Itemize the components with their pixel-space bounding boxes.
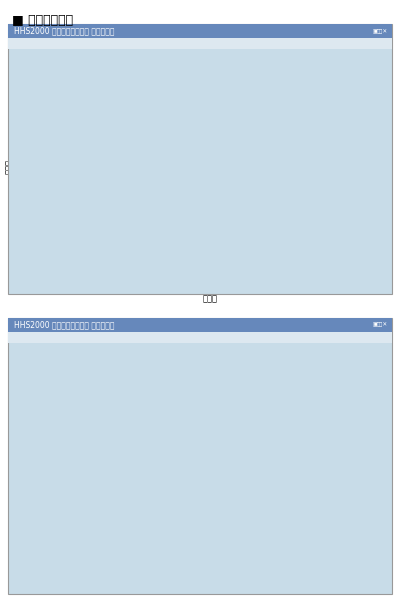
Text: ▣◫✕: ▣◫✕ xyxy=(373,29,388,34)
Y-axis label: （枚）: （枚） xyxy=(5,159,14,174)
Y-axis label: (枚): (枚) xyxy=(296,571,306,578)
Text: HHS2000 データ・イメージ プレビュー: HHS2000 データ・イメージ プレビュー xyxy=(14,27,114,35)
Text: ▣◫✕: ▣◫✕ xyxy=(373,323,388,327)
Text: ■ ２次元平面図: ■ ２次元平面図 xyxy=(12,14,73,27)
Text: HHS2000 データ・イメージ プレビュー: HHS2000 データ・イメージ プレビュー xyxy=(14,321,114,329)
X-axis label: （枚）: （枚） xyxy=(202,294,218,303)
